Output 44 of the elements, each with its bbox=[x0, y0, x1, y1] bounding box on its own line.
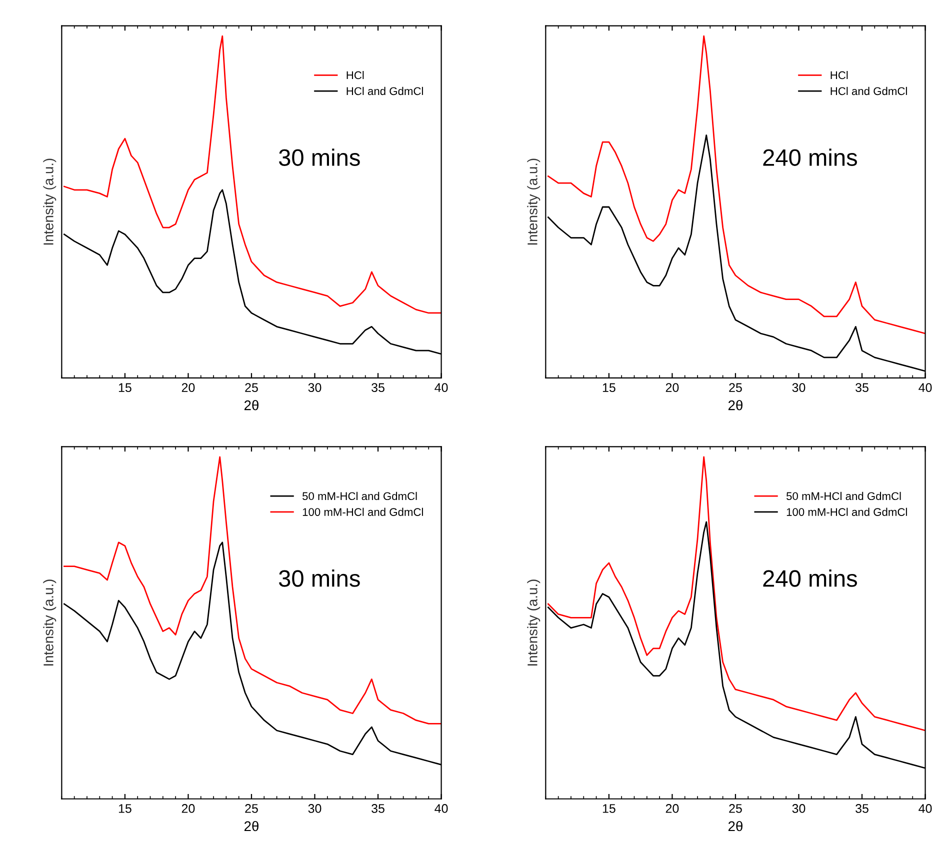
legend-label: HCl and GdmCl bbox=[830, 86, 907, 96]
x-tick-label: 15 bbox=[602, 804, 616, 813]
x-tick-label: 35 bbox=[372, 804, 384, 813]
legend-label: 100 mM-HCl and GdmCl bbox=[302, 508, 423, 516]
y-axis-title: Intensity (a.u.) bbox=[43, 580, 56, 666]
x-tick-label: 35 bbox=[372, 383, 384, 392]
x-axis-title: 2θ bbox=[244, 400, 258, 410]
x-tick-label: 40 bbox=[918, 804, 932, 813]
legend-label: 50 mM-HCl and GdmCl bbox=[302, 492, 417, 500]
x-tick-label: 40 bbox=[434, 383, 448, 392]
x-tick-label: 25 bbox=[245, 804, 258, 813]
x-tick-label: 25 bbox=[729, 804, 742, 813]
x-tick-label: 35 bbox=[856, 804, 868, 813]
y-axis-title: Intensity (a.u.) bbox=[527, 158, 540, 245]
annotation: 240 mins bbox=[763, 148, 857, 166]
x-tick-label: 30 bbox=[308, 804, 322, 813]
legend-label: HCl bbox=[346, 70, 364, 80]
annotation: 30 mins bbox=[278, 570, 360, 587]
legend-label: 100 mM-HCl and GdmCl bbox=[786, 508, 907, 516]
x-tick-label: 15 bbox=[602, 383, 616, 392]
x-axis-title: 2θ bbox=[728, 400, 742, 410]
x-tick-label: 15 bbox=[118, 383, 132, 392]
x-axis-title: 2θ bbox=[728, 820, 742, 832]
x-tick-label: 40 bbox=[434, 804, 448, 813]
y-axis-title: Intensity (a.u.) bbox=[43, 158, 56, 245]
legend-label: HCl bbox=[830, 70, 848, 80]
x-tick-label: 15 bbox=[118, 804, 132, 813]
x-tick-label: 20 bbox=[182, 383, 195, 392]
x-tick-label: 25 bbox=[729, 383, 742, 392]
x-tick-label: 30 bbox=[308, 383, 322, 392]
x-tick-label: 30 bbox=[792, 804, 806, 813]
x-tick-label: 20 bbox=[666, 804, 679, 813]
legend-label: 50 mM-HCl and GdmCl bbox=[786, 492, 901, 500]
legend-label: HCl and GdmCl bbox=[346, 86, 423, 96]
annotation: 240 mins bbox=[763, 570, 857, 587]
x-axis-title: 2θ bbox=[244, 820, 258, 832]
y-axis-title: Intensity (a.u.) bbox=[527, 580, 540, 666]
x-tick-label: 25 bbox=[245, 383, 258, 392]
x-tick-label: 35 bbox=[856, 383, 868, 392]
annotation: 30 mins bbox=[278, 148, 360, 166]
x-tick-label: 30 bbox=[792, 383, 806, 392]
x-tick-label: 40 bbox=[918, 383, 932, 392]
x-tick-label: 20 bbox=[182, 804, 195, 813]
x-tick-label: 20 bbox=[666, 383, 679, 392]
